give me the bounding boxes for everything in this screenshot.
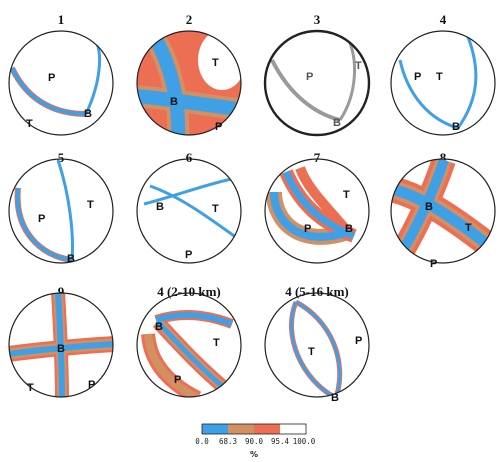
panel-8: 8 B T P: [390, 150, 496, 270]
stereonet-outline: [8, 292, 114, 398]
panel-3: 3 P T B: [263, 12, 371, 137]
colorbar-unit: %: [250, 450, 258, 459]
axis-label-p: P: [215, 121, 222, 133]
stereonet-outline: [264, 158, 370, 264]
panel-4-depth-2-10km: 4 (2-10 km) B T P: [136, 284, 242, 398]
stereonet-outline: [263, 29, 371, 137]
nodal-planes: [398, 31, 478, 130]
confidence-regions: [391, 159, 495, 263]
colorbar: 0.0 68.3 90.0 95.4 100.0 %: [195, 423, 316, 459]
confidence-regions: [266, 166, 357, 245]
colorbar-tick: 68.3: [219, 437, 237, 446]
nodal-planes: [9, 37, 102, 117]
axis-label-p: P: [48, 72, 55, 84]
axis-label-t: T: [27, 382, 34, 394]
colorbar-segment-brown: [228, 424, 254, 434]
panel-title: 8: [440, 150, 447, 165]
panel-2: 2 T B P: [136, 12, 242, 136]
axis-label-b: B: [452, 121, 460, 133]
colorbar-segment-red: [254, 424, 280, 434]
axis-label-b: B: [331, 392, 339, 404]
stereonet-outline: [8, 30, 114, 136]
colorbar-tick: 95.4: [271, 437, 290, 446]
panel-9: 9 B T P: [8, 284, 114, 398]
axis-label-t: T: [212, 203, 219, 215]
stereonet-outline: [264, 292, 370, 398]
confidence-regions: [137, 31, 241, 135]
colorbar-tick: 90.0: [245, 437, 264, 446]
axis-label-p: P: [430, 258, 437, 270]
axis-label-p: P: [355, 335, 362, 347]
panel-title: 7: [314, 150, 321, 165]
nodal-planes: [143, 176, 241, 242]
axis-label-b: B: [170, 96, 178, 108]
panel-title: 4: [440, 12, 447, 27]
panel-title: 9: [58, 284, 65, 299]
axis-label-b: B: [84, 108, 92, 120]
panel-6: 6 B T P: [136, 150, 242, 264]
axis-label-t: T: [355, 60, 362, 72]
axis-label-b: B: [156, 201, 164, 213]
nodal-planes: [14, 159, 74, 263]
axis-label-p: P: [38, 213, 45, 225]
panel-title: 6: [186, 150, 193, 165]
axis-label-b: B: [345, 223, 353, 235]
axis-label-p: P: [185, 249, 192, 261]
axis-label-t: T: [213, 337, 220, 349]
stereonet-outline: [136, 30, 242, 136]
axis-label-b: B: [67, 253, 75, 265]
colorbar-tick: 0.0: [195, 437, 209, 446]
nodal-planes: [289, 299, 343, 397]
axis-label-p: P: [306, 71, 313, 83]
axis-label-t: T: [308, 346, 315, 358]
axis-label-p: P: [174, 374, 181, 386]
colorbar-frame: [201, 423, 307, 435]
panel-title: 5: [58, 150, 65, 165]
axis-label-p: P: [88, 379, 95, 391]
axis-label-t: T: [212, 57, 219, 69]
stereonet-outline: [136, 158, 242, 264]
axis-label-t: T: [343, 189, 350, 201]
panel-1: 1 P T B: [8, 12, 114, 136]
panel-4-depth-5-16km: 4 (5-16 km) T P B: [264, 284, 370, 404]
axis-label-t: T: [436, 71, 443, 83]
stereonet-outline: [8, 158, 114, 264]
axis-label-t: T: [26, 118, 33, 130]
panel-title: 2: [186, 12, 193, 27]
panel-title: 4 (2-10 km): [157, 284, 221, 299]
axis-label-t: T: [465, 222, 472, 234]
panel-title: 1: [58, 12, 65, 27]
panel-5: 5 P T B: [8, 150, 114, 265]
colorbar-segment-blue: [202, 424, 228, 434]
panel-title: 4 (5-16 km): [285, 284, 349, 299]
stereonet-outline: [390, 158, 496, 264]
stereonet-outline: [136, 292, 242, 398]
axis-label-b: B: [57, 343, 65, 355]
axis-label-b: B: [155, 321, 163, 333]
axis-label-b: B: [333, 117, 341, 129]
panel-4: 4 P T B: [390, 12, 496, 136]
axis-label-p: P: [414, 71, 421, 83]
colorbar-segment-white: [280, 424, 306, 434]
axis-label-p: P: [304, 223, 311, 235]
confidence-regions: [9, 293, 113, 397]
axis-label-b: B: [425, 201, 433, 213]
colorbar-tick: 100.0: [293, 437, 316, 446]
stereonet-outline: [390, 30, 496, 136]
panel-title: 3: [314, 12, 321, 27]
panel-7: 7 T P B: [264, 150, 370, 264]
axis-label-t: T: [87, 199, 94, 211]
